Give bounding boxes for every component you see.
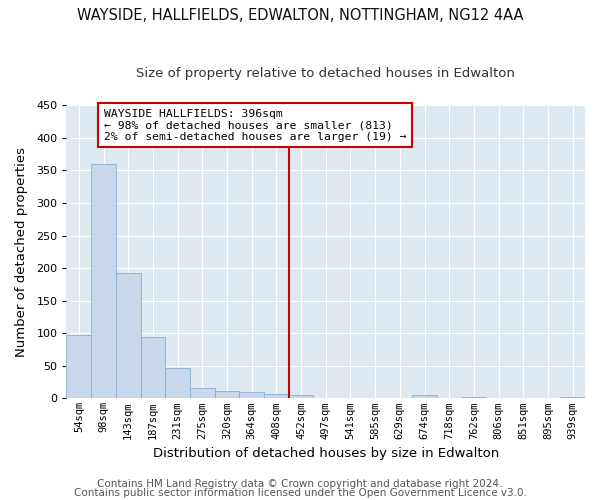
Bar	[264, 394, 289, 398]
Bar	[67, 335, 91, 398]
Text: Contains public sector information licensed under the Open Government Licence v3: Contains public sector information licen…	[74, 488, 526, 498]
Bar	[165, 368, 190, 398]
Bar	[215, 390, 239, 398]
Bar	[190, 388, 215, 398]
Bar	[412, 395, 437, 398]
X-axis label: Distribution of detached houses by size in Edwalton: Distribution of detached houses by size …	[152, 447, 499, 460]
Bar	[560, 397, 585, 398]
Text: WAYSIDE, HALLFIELDS, EDWALTON, NOTTINGHAM, NG12 4AA: WAYSIDE, HALLFIELDS, EDWALTON, NOTTINGHA…	[77, 8, 523, 22]
Text: Contains HM Land Registry data © Crown copyright and database right 2024.: Contains HM Land Registry data © Crown c…	[97, 479, 503, 489]
Bar	[461, 397, 486, 398]
Bar	[239, 392, 264, 398]
Text: WAYSIDE HALLFIELDS: 396sqm
← 98% of detached houses are smaller (813)
2% of semi: WAYSIDE HALLFIELDS: 396sqm ← 98% of deta…	[104, 108, 406, 142]
Bar	[91, 164, 116, 398]
Y-axis label: Number of detached properties: Number of detached properties	[15, 147, 28, 357]
Bar	[116, 272, 140, 398]
Bar	[140, 336, 165, 398]
Title: Size of property relative to detached houses in Edwalton: Size of property relative to detached ho…	[136, 68, 515, 80]
Bar	[289, 395, 313, 398]
